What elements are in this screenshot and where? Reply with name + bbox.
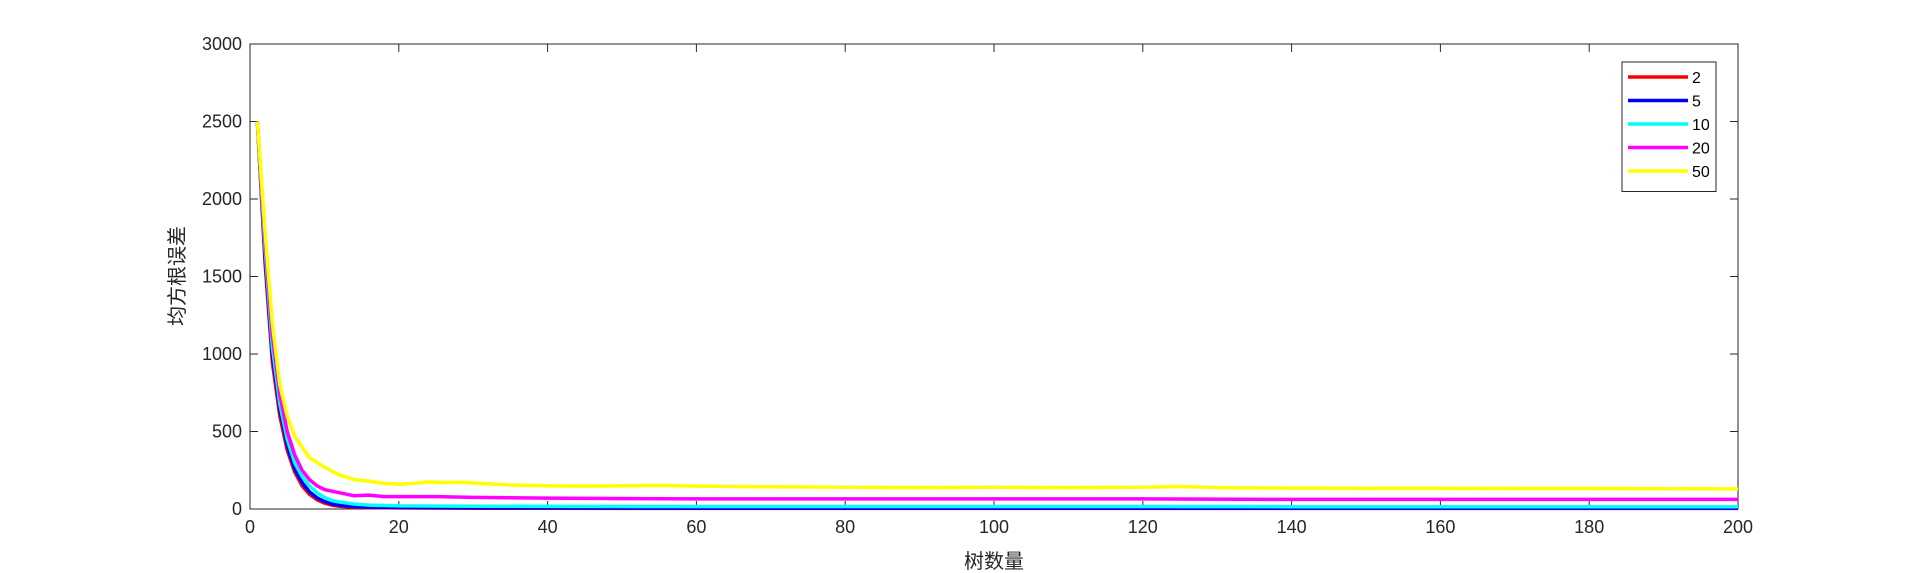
x-tick-label: 60 bbox=[686, 517, 706, 537]
legend-label: 20 bbox=[1692, 141, 1710, 158]
series-line-50 bbox=[255, 121, 1739, 491]
legend-label: 10 bbox=[1692, 117, 1710, 134]
series-lines bbox=[255, 121, 1739, 511]
x-tick-label: 0 bbox=[245, 517, 255, 537]
x-tick-label: 120 bbox=[1128, 517, 1158, 537]
legend-label: 5 bbox=[1692, 94, 1701, 111]
x-tick-label: 40 bbox=[538, 517, 558, 537]
y-axis-title: 均方根误差 bbox=[165, 226, 189, 326]
x-tick-label: 160 bbox=[1425, 517, 1455, 537]
x-tick-label: 100 bbox=[979, 517, 1009, 537]
y-tick-label: 0 bbox=[232, 499, 242, 519]
y-tick-label: 3000 bbox=[202, 34, 242, 54]
plot-area bbox=[249, 43, 1739, 510]
x-axis-title: 树数量 bbox=[964, 549, 1024, 573]
legend-label: 50 bbox=[1692, 164, 1710, 181]
x-tick-label: 180 bbox=[1574, 517, 1604, 537]
x-tick-label: 140 bbox=[1277, 517, 1307, 537]
y-tick-label: 500 bbox=[212, 422, 242, 442]
x-tick-label: 200 bbox=[1723, 517, 1753, 537]
y-tick-label: 1000 bbox=[202, 344, 242, 364]
y-axis-ticks: 0 500 1000 1500 2000 2500 3000 bbox=[202, 34, 1738, 519]
series-line-20 bbox=[255, 121, 1738, 502]
legend-label: 2 bbox=[1692, 70, 1701, 87]
series-line-10 bbox=[255, 121, 1738, 509]
x-tick-label: 80 bbox=[835, 517, 855, 537]
y-tick-label: 2500 bbox=[202, 112, 242, 132]
y-tick-label: 1500 bbox=[202, 267, 242, 287]
legend: 2 5 10 20 50 bbox=[1621, 61, 1717, 192]
x-tick-label: 20 bbox=[389, 517, 409, 537]
y-tick-label: 2000 bbox=[202, 189, 242, 209]
x-axis-ticks: 0 20 40 60 80 100 120 140 160 180 200 bbox=[245, 44, 1753, 537]
